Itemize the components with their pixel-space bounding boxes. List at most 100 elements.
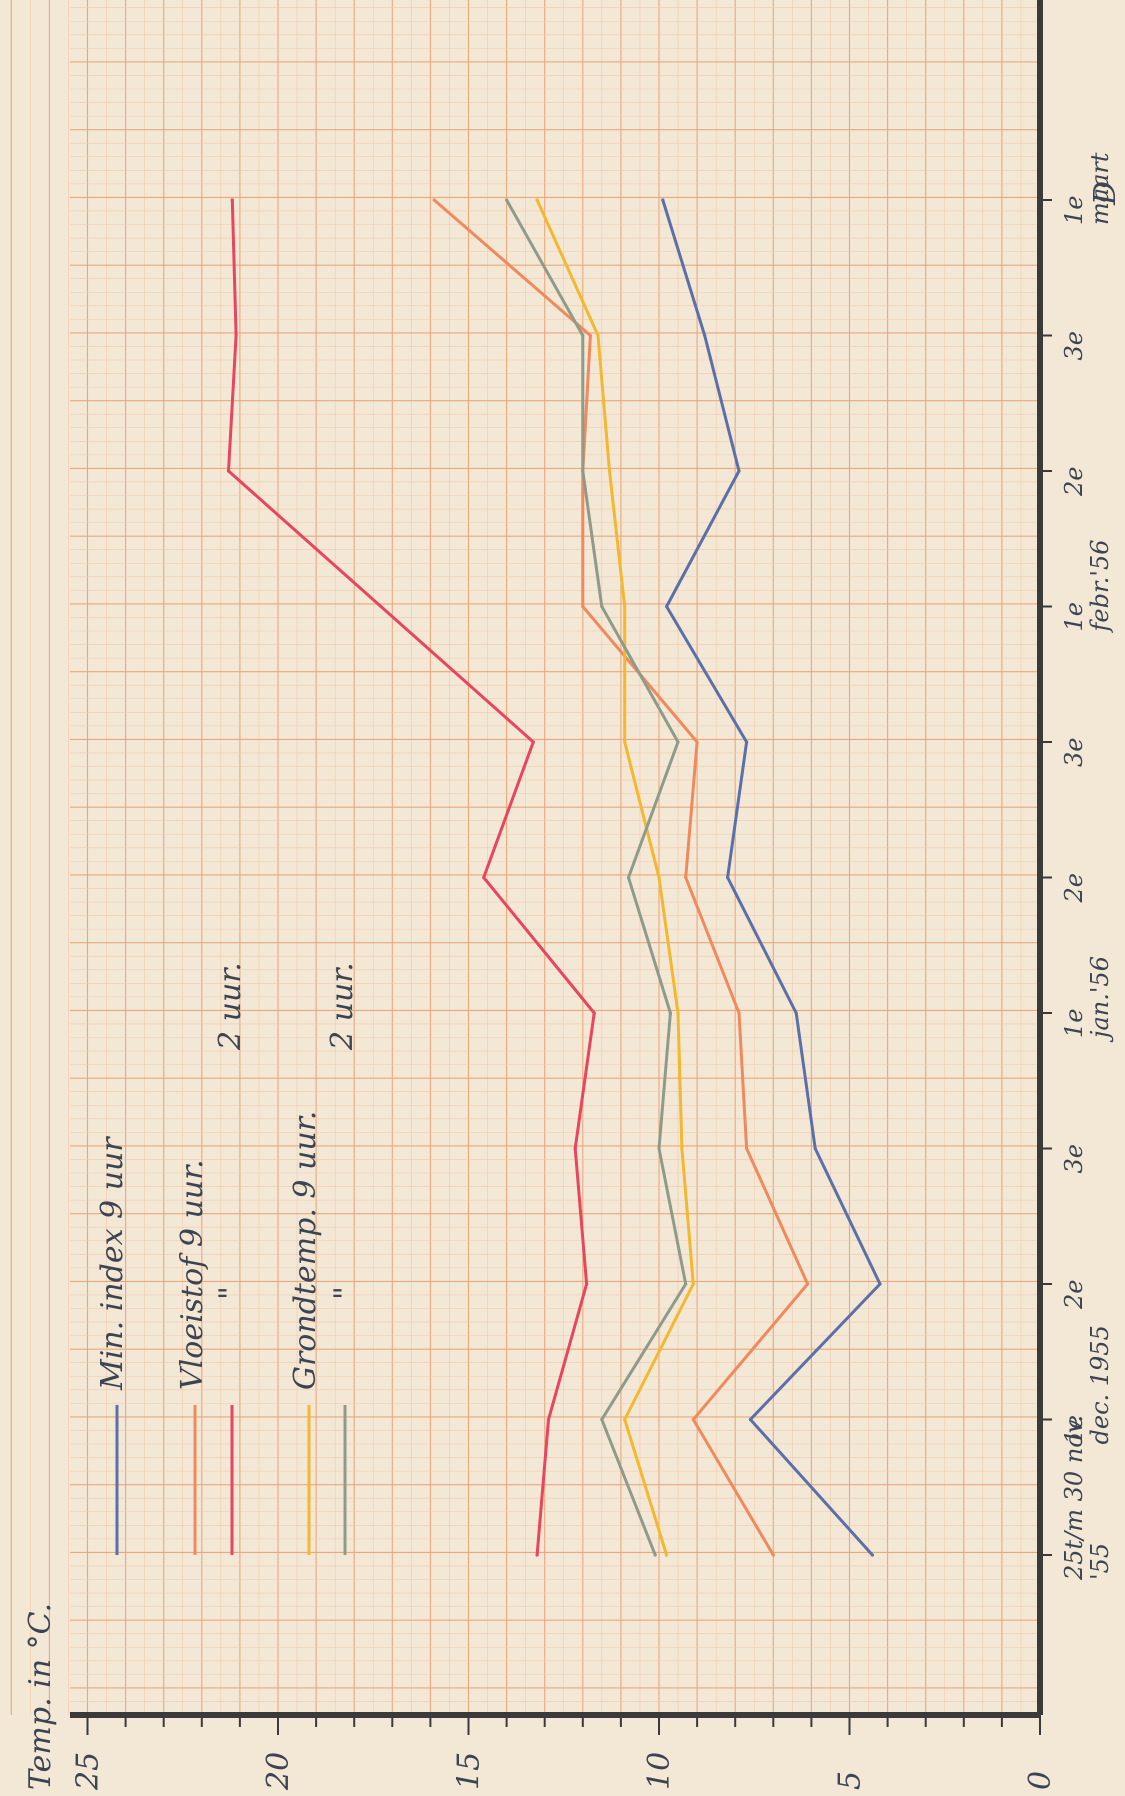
time-tick-label: 2e [1060, 1280, 1088, 1310]
temperature-tick-label-group: 15 [452, 1752, 487, 1790]
time-tick-label: 1e [1060, 1009, 1088, 1038]
time-tick-label-group: 1e [1060, 1009, 1088, 1038]
data-point-vloeistof-2-uur [226, 469, 231, 473]
data-point-vloeistof-9-uur [684, 875, 688, 880]
data-point-grondtemp-2-uur [657, 1146, 661, 1151]
data-point-vloeistof-2-uur [379, 604, 383, 609]
data-point-grondtemp-9-uur [676, 1011, 680, 1015]
time-tick-sublabel-group: jan.'56 [1086, 956, 1114, 1043]
data-point-vloeistof-9-uur [805, 1282, 810, 1286]
time-tick-sublabel: '55 [1086, 1543, 1114, 1580]
temperature-tick-label-group: 5 [833, 1771, 868, 1790]
data-point-grondtemp-9-uur [665, 1553, 669, 1557]
legend-ditto-grond-2: " [328, 1286, 363, 1300]
time-tick-label: 1e [1060, 196, 1088, 225]
data-point-grondtemp-2-uur [505, 198, 509, 202]
data-point-min-index-9-uur [794, 1011, 798, 1015]
data-point-vloeistof-9-uur [581, 604, 585, 609]
time-tick-label-group: 1e [1060, 602, 1088, 631]
data-point-grondtemp-9-uur [623, 604, 627, 609]
time-tick-label: 25t/m 30 nov. [1060, 1415, 1088, 1581]
time-tick-label: 3e [1060, 738, 1088, 767]
data-point-vloeistof-9-uur [771, 1553, 775, 1557]
data-point-grondtemp-2-uur [676, 740, 680, 744]
time-tick-label-group: 25t/m 30 nov. [1060, 1415, 1088, 1581]
data-point-min-index-9-uur [748, 1417, 753, 1422]
data-point-vloeistof-2-uur [234, 333, 238, 338]
time-tick-label-group: 3e [1060, 1144, 1088, 1173]
time-tick-label-group: 1e [1060, 1415, 1088, 1444]
data-point-grondtemp-2-uur [668, 1011, 673, 1015]
data-point-vloeistof-2-uur [546, 1417, 551, 1422]
data-point-grondtemp-9-uur [623, 740, 627, 744]
data-point-grondtemp-2-uur [600, 604, 604, 609]
temperature-tick-label-group: 20 [261, 1752, 296, 1791]
time-tick-label: 2e [1060, 467, 1088, 497]
data-point-grondtemp-2-uur [581, 333, 585, 338]
data-point-grondtemp-9-uur [680, 1146, 684, 1151]
data-point-grondtemp-9-uur [623, 1417, 627, 1422]
data-point-grondtemp-9-uur [596, 333, 600, 338]
data-point-grondtemp-2-uur [653, 1553, 657, 1557]
time-tick-label-group: 2e [1060, 467, 1088, 497]
time-tick-label: 3e [1060, 331, 1088, 360]
legend-label-vloeistof-9: Vloeistof 9 uur. [175, 1159, 210, 1390]
time-tick-sublabel-group: febr.'56 [1086, 539, 1114, 633]
data-point-grondtemp-2-uur [684, 1282, 688, 1286]
legend-label-grond-2: 2 uur. [325, 962, 360, 1051]
time-tick-label-group: 2e [1060, 1280, 1088, 1310]
time-tick-sublabel: febr.'56 [1086, 539, 1114, 633]
data-point-min-index-9-uur [665, 604, 669, 609]
time-tick-sublabel-group: '55 [1086, 1543, 1114, 1580]
time-tick-sublabel-group: dec. 1955 [1086, 1325, 1114, 1444]
data-point-min-index-9-uur [703, 333, 707, 338]
time-tick-label: 1e [1060, 602, 1088, 631]
data-point-vloeistof-2-uur [230, 198, 234, 202]
data-point-vloeistof-2-uur [573, 1146, 577, 1151]
temperature-tick-label: 0 [1023, 1771, 1058, 1790]
legend-label-grond-9: Grondtemp. 9 uur. [288, 1111, 323, 1390]
data-point-vloeistof-2-uur [531, 740, 535, 744]
data-point-min-index-9-uur [870, 1553, 874, 1557]
data-point-grondtemp-9-uur [607, 469, 612, 473]
data-point-vloeistof-9-uur [432, 198, 436, 202]
data-point-min-index-9-uur [878, 1282, 882, 1286]
data-point-grondtemp-9-uur [657, 875, 661, 880]
data-point-grondtemp-9-uur [691, 1282, 695, 1286]
temperature-tick-label: 25 [71, 1752, 106, 1791]
time-tick-sublabel: maart [1086, 152, 1114, 225]
data-point-vloeistof-9-uur [745, 1146, 749, 1151]
data-point-grondtemp-2-uur [626, 875, 631, 880]
data-point-vloeistof-2-uur [535, 1553, 539, 1557]
series-layer [226, 198, 882, 1557]
data-point-min-index-9-uur [661, 198, 665, 202]
data-point-grondtemp-2-uur [581, 469, 585, 473]
time-tick-label: 2e [1060, 873, 1088, 903]
temperature-tick-label: 15 [452, 1752, 487, 1790]
temperature-tick-label-group: 25 [71, 1752, 106, 1791]
data-point-min-index-9-uur [813, 1146, 817, 1151]
temperature-tick-label: 5 [833, 1771, 868, 1790]
legend-label-vloeistof-2: 2 uur. [213, 962, 248, 1051]
data-point-min-index-9-uur [745, 740, 749, 744]
time-tick-sublabel: dec. 1955 [1086, 1325, 1114, 1444]
data-point-vloeistof-9-uur [737, 1011, 741, 1015]
data-point-vloeistof-9-uur [588, 333, 593, 338]
time-tick-sublabel-group: maart [1086, 152, 1114, 225]
temperature-tick-label-group: 10 [642, 1752, 677, 1790]
time-tick-label-group: 3e [1060, 331, 1088, 360]
time-tick-label: 1e [1060, 1415, 1088, 1444]
legend-ditto-vloeistof-2: " [213, 1286, 248, 1300]
graph-paper-grid [10, 0, 1041, 1716]
time-tick-label-group: 3e [1060, 738, 1088, 767]
data-point-min-index-9-uur [725, 875, 730, 880]
data-point-grondtemp-9-uur [535, 198, 539, 202]
data-point-vloeistof-2-uur [482, 875, 486, 880]
y-axis-title: Temp. in °C. [23, 1603, 58, 1790]
axes [70, 0, 1043, 1718]
data-point-min-index-9-uur [737, 469, 741, 473]
data-point-vloeistof-2-uur [592, 1011, 596, 1015]
